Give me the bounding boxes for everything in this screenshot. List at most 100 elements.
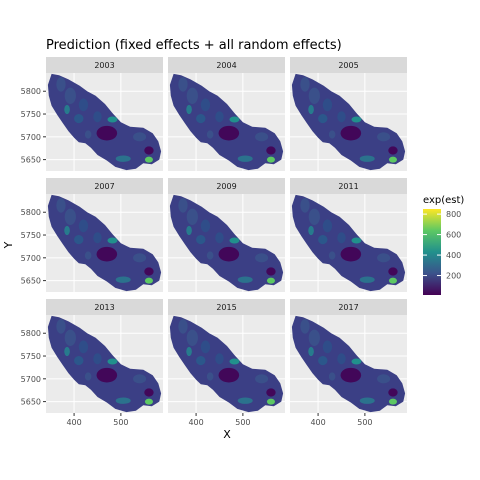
prediction-patch [78,340,89,354]
prediction-patch [186,225,192,236]
y-tick-label: 5700 [21,254,41,263]
prediction-patch [186,346,192,357]
prediction-patch [377,374,391,384]
hotspot [388,156,397,163]
y-tick-label: 5800 [21,87,41,96]
prediction-patch [388,388,398,397]
y-tick-label: 5650 [21,156,41,165]
facet-strip-label: 2003 [94,61,114,70]
x-tick-label: 500 [235,418,250,427]
facet-panel-2004: 2004 [168,57,285,171]
prediction-patch [215,232,224,244]
prediction-patch [328,251,336,260]
prediction-patch [93,232,102,244]
prediction-patch [266,146,276,155]
facet-strip [290,57,407,73]
facet-strip-label: 2013 [94,303,114,312]
prediction-patch [308,329,320,346]
facet-panel-2011: 2011 [290,178,407,292]
facet-panel-2003: 2003 [46,57,163,171]
prediction-patch [144,267,154,276]
facet-panel-2013: 2013 [46,299,163,413]
prediction-patch [200,340,211,354]
hotspot [229,358,240,365]
hotspot [351,358,362,365]
prediction-patch [56,77,66,92]
prediction-patch [218,246,240,262]
prediction-patch [144,146,154,155]
hotspot [107,237,118,244]
hotspot [351,116,362,123]
prediction-patch [237,397,253,404]
y-tick-label: 5750 [21,110,41,119]
prediction-patch [178,319,188,334]
facet-strip [46,178,163,194]
prediction-patch [133,132,147,142]
prediction-patch [115,155,131,162]
prediction-patch [215,353,224,365]
facet-strip-label: 2011 [338,182,358,191]
hotspot [266,277,275,284]
prediction-patch [218,367,240,383]
prediction-patch [186,329,198,346]
prediction-patch [318,114,328,124]
hotspot [144,156,153,163]
prediction-patch [308,104,314,115]
prediction-patch [115,276,131,283]
prediction-patch [64,329,76,346]
facet-panel-2007: 2007 [46,178,163,292]
prediction-patch [84,130,92,139]
prediction-patch [215,111,224,123]
facet-strip-label: 2005 [338,61,358,70]
prediction-patch [200,98,211,112]
hotspot [229,116,240,123]
prediction-patch [337,232,346,244]
facet-strip-label: 2015 [216,303,236,312]
prediction-patch [93,111,102,123]
y-tick-label: 5800 [21,329,41,338]
hotspot [107,358,118,365]
y-tick-label: 5750 [21,231,41,240]
prediction-patch [78,98,89,112]
facet-strip [290,299,407,315]
prediction-patch [218,125,240,141]
prediction-patch [322,340,333,354]
prediction-region [291,194,406,292]
prediction-patch [377,132,391,142]
hotspot [144,398,153,405]
prediction-patch [84,251,92,260]
prediction-patch [340,125,362,141]
legend-tick-label: 200 [446,272,461,281]
legend-colorbar [423,209,441,295]
facet-strip-label: 2017 [338,303,358,312]
prediction-patch [64,87,76,104]
prediction-patch [133,253,147,263]
prediction-region [169,315,284,413]
prediction-patch [56,198,66,213]
hotspot [229,237,240,244]
facet-panel-2009: 2009 [168,178,285,292]
prediction-patch [206,130,214,139]
prediction-patch [178,77,188,92]
facet-strip [46,57,163,73]
prediction-region [47,73,162,171]
prediction-patch [340,246,362,262]
prediction-patch [186,87,198,104]
prediction-patch [96,367,118,383]
prediction-patch [337,111,346,123]
x-tick-label: 500 [357,418,372,427]
hotspot [351,237,362,244]
prediction-patch [255,374,269,384]
prediction-patch [64,104,70,115]
prediction-region [47,194,162,292]
prediction-patch [359,155,375,162]
prediction-patch [186,104,192,115]
prediction-patch [388,146,398,155]
prediction-patch [56,319,66,334]
prediction-patch [144,388,154,397]
prediction-patch [300,198,310,213]
y-tick-label: 5650 [21,398,41,407]
prediction-patch [178,198,188,213]
prediction-patch [359,276,375,283]
prediction-patch [328,372,336,381]
